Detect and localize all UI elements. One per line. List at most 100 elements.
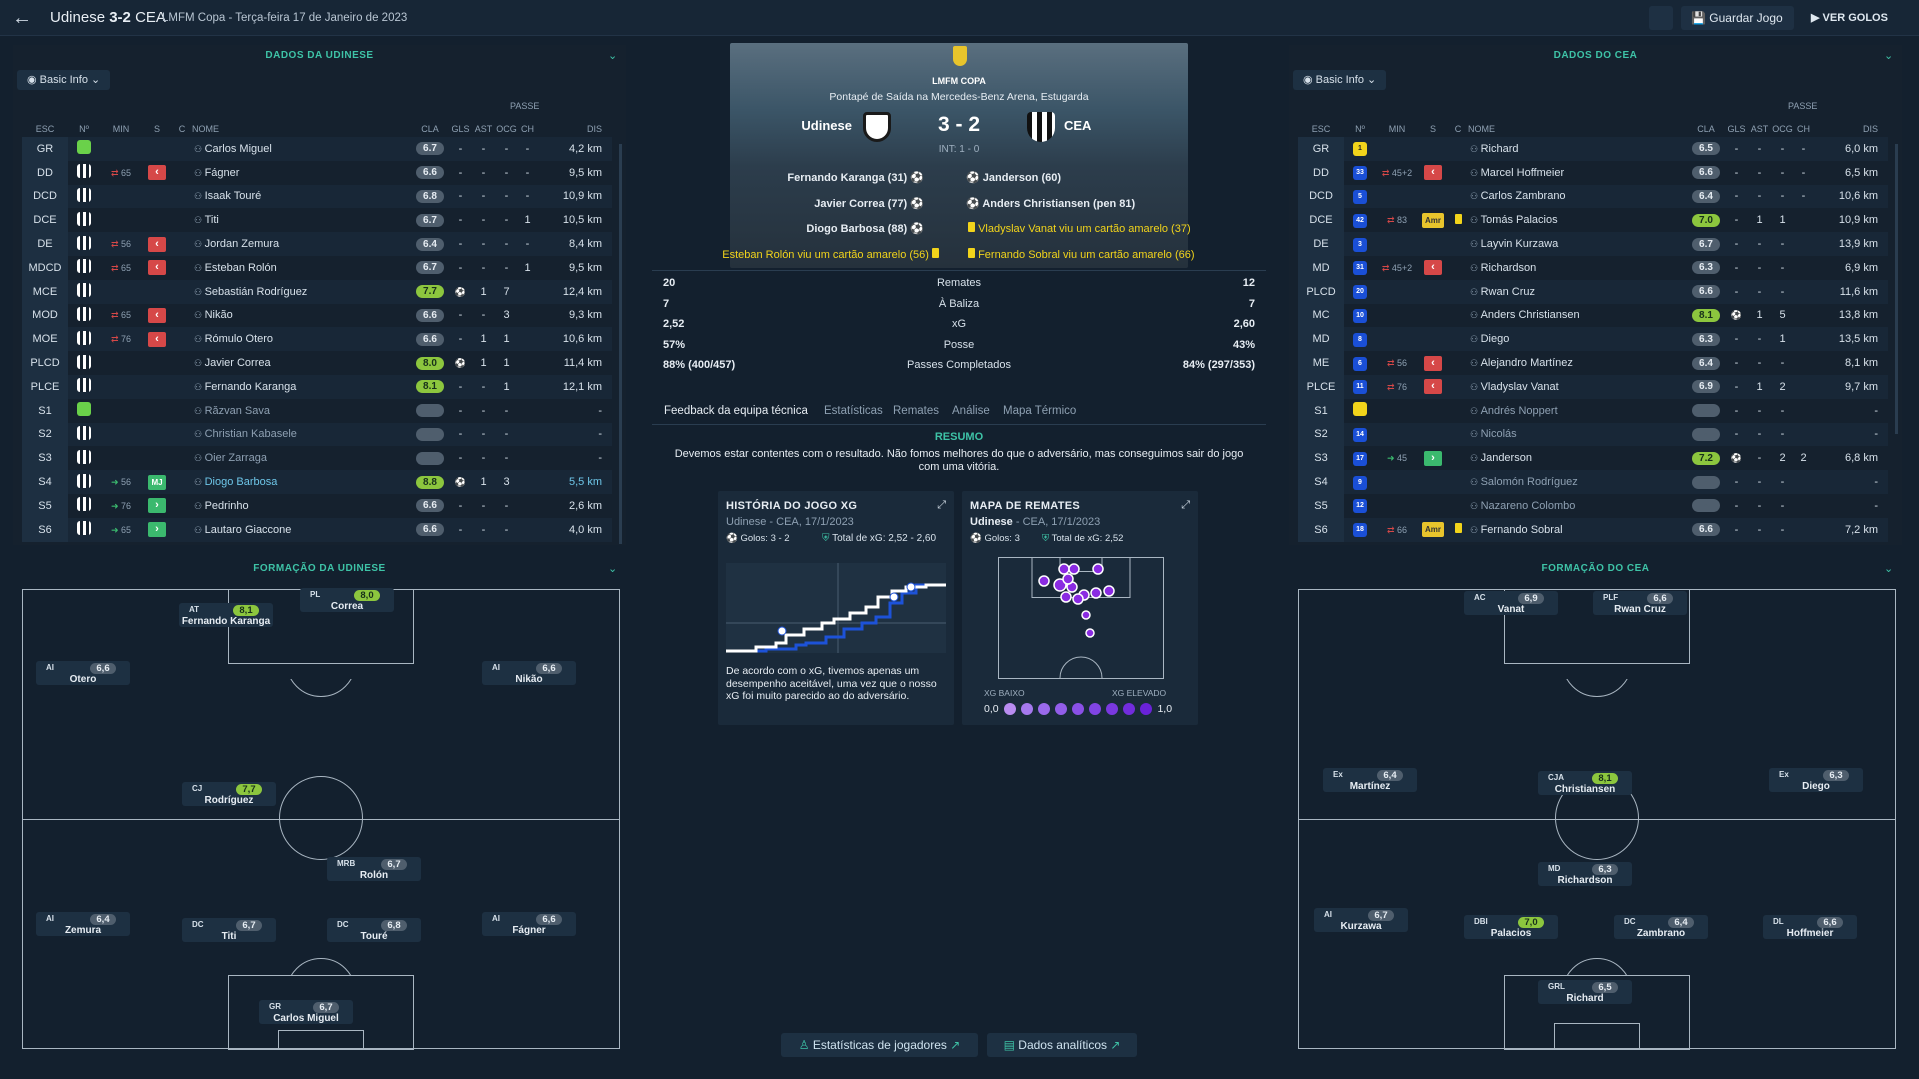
player-name[interactable]: ⚇ Isaak Touré [192,184,411,209]
formation-player-chip[interactable]: MD 6,3 Richardson [1538,862,1632,886]
player-row[interactable]: DE 3 ⚇ Layvin Kurzawa 6.7- - -13,9 km [1298,232,1888,256]
player-row[interactable]: S6 18 ⇄ 66 Amr ⚇ Fernando Sobral 6.6- - -7,2 km [1298,517,1888,542]
player-name[interactable]: ⚇ Pedrinho [192,494,411,518]
tab-0[interactable]: Feedback da equipa técnica [664,405,808,417]
player-name[interactable]: ⚇ Anders Christiansen [1468,304,1687,328]
col-name[interactable]: NOME [192,124,219,134]
player-name[interactable]: ⚇ Layvin Kurzawa [1468,232,1687,256]
tab-1[interactable]: Estatísticas [824,405,883,417]
col-min[interactable]: MIN [1388,124,1406,134]
tab-4[interactable]: Mapa Térmico [1003,405,1077,417]
player-row[interactable]: S5 12 ⚇ Nazareno Colombo - - - - - [1298,493,1888,518]
basic-info-dropdown-right[interactable]: ◉ Basic Info ⌄ [1293,70,1387,90]
player-row[interactable]: MC 10 ⚇ Anders Christiansen 8.1 ⚽ 1 5 13,8 km [1298,303,1888,328]
view-goals-button[interactable]: ▶ VER GOLOS [1801,6,1913,30]
player-name[interactable]: ⚇ Esteban Rolón [192,256,411,280]
col-ocg[interactable]: OCG [1772,124,1793,134]
player-row[interactable]: DCD ⚇ Isaak Touré 6.8- - - -10,9 km [22,184,612,209]
player-name[interactable]: ⚇ Nicolás [1468,422,1687,447]
player-row[interactable]: S4 9 ⚇ Salomón Rodríguez - - - - - [1298,470,1888,494]
player-name[interactable]: ⚇ Salomón Rodríguez [1468,470,1687,494]
player-row[interactable]: DD ⇄ 65 ‹ ⚇ Fágner 6.6 - - - - 9,5 km [22,160,612,185]
player-row[interactable]: PLCD 20 ⚇ Rwan Cruz 6.6- - -11,6 km [1298,279,1888,304]
player-name[interactable]: ⚇ Javier Correa [192,351,411,375]
player-row[interactable]: S6 ➜ 65 › ⚇ Lautaro Giaccone 6.6- - -4,0 km [22,517,612,542]
player-name[interactable]: ⚇ Richard [1468,137,1687,161]
player-name[interactable]: ⚇ Titi [192,208,411,232]
formation-player-chip[interactable]: MRB 6,7 Rolón [327,857,421,881]
player-name[interactable]: ⚇ Oier Zarraga [192,446,411,470]
player-row[interactable]: DE ⇄ 56 ‹ ⚇ Jordan Zemura 6.4- - - -8,4 km [22,232,612,256]
formation-player-chip[interactable]: DC 6,8 Touré [327,918,421,942]
formation-player-chip[interactable]: AI 6,6 Otero [36,661,130,685]
col-num[interactable]: Nº [79,124,89,134]
player-row[interactable]: MOE ⇄ 76 ‹ ⚇ Rómulo Otero 6.6-1 1 10,6 km [22,327,612,352]
formation-player-chip[interactable]: Ex 6,4 Martínez [1323,768,1417,792]
player-row[interactable]: DCE 42 ⇄ 83 Amr ⚇ Tomás Palacios 7.0-1 1 10,9 k… [1298,208,1888,233]
player-name[interactable]: ⚇ Nikão [192,304,411,328]
player-row[interactable]: MOD ⇄ 65 ‹ ⚇ Nikão 6.6 - - 3 9,3 km [22,303,612,328]
player-row[interactable]: GR 1 ⚇ Richard 6.5- - - -6,0 km [1298,137,1888,161]
shot-map-card[interactable]: MAPA DE REMATES ⤢ Udinese - CEA, 17/1/20… [962,491,1198,725]
collapse-chevron-icon[interactable]: ⌄ [1884,50,1894,62]
player-name[interactable]: ⚇ Diego [1468,327,1687,352]
formation-player-chip[interactable]: DC 6,7 Titi [182,918,276,942]
player-row[interactable]: S1 ⚇ Andrés Noppert - - - - - [1298,398,1888,423]
formation-player-chip[interactable]: GRL 6,5 Richard [1538,980,1632,1004]
formation-player-chip[interactable]: CJA 8,1 Christiansen [1538,771,1632,795]
player-row[interactable]: DD 33 ⇄ 45+2 ‹ ⚇ Marcel Hoffmeier 6.6 - - - - 6,5 … [1298,160,1888,185]
player-row[interactable]: PLCE 11 ⇄ 76 ‹ ⚇ Vladyslav Vanat 6.9-1 2 9,7 km [1298,374,1888,399]
col-ch[interactable]: CH [521,124,534,134]
player-name[interactable]: ⚇ Andrés Noppert [1468,399,1687,423]
col-min[interactable]: MIN [112,124,130,134]
expand-icon[interactable]: ⤢ [937,499,946,511]
player-name[interactable]: ⚇ Fernando Karanga [192,374,411,399]
player-row[interactable]: PLCE ⚇ Fernando Karanga 8.1- -1 12,1 km [22,374,612,399]
player-row[interactable]: S5 ➜ 76 › ⚇ Pedrinho 6.6 - - - 2,6 km [22,493,612,518]
col-c[interactable]: C [1454,124,1462,134]
formation-player-chip[interactable]: PLF 6,6 Rwan Cruz [1593,591,1687,615]
menu-button[interactable] [1649,6,1673,30]
player-row[interactable]: ME 6 ⇄ 56 ‹ ⚇ Alejandro Martínez 6.4 - - - 8,1 km [1298,351,1888,375]
col-s[interactable]: S [1429,124,1436,134]
col-dis[interactable]: DIS [1862,124,1878,134]
back-arrow-icon[interactable]: ← [12,7,32,29]
player-row[interactable]: PLCD ⚇ Javier Correa 8.0 ⚽ 1 1 11,4 km [22,351,612,375]
formation-player-chip[interactable]: DC 6,4 Zambrano [1614,915,1708,939]
player-name[interactable]: ⚇ Nazareno Colombo [1468,494,1687,518]
formation-player-chip[interactable]: CJ 7,7 Rodríguez [182,782,276,806]
player-row[interactable]: DCE ⚇ Titi 6.7 - - - 1 10,5 km [22,208,612,233]
player-name[interactable]: ⚇ Lautaro Giaccone [192,517,411,542]
player-row[interactable]: MD 31 ⇄ 45+2 ‹ ⚇ Richardson 6.3 - - - 6,9 km [1298,255,1888,280]
player-name[interactable]: ⚇ Rómulo Otero [192,327,411,352]
col-ast[interactable]: AST [1750,124,1769,134]
formation-player-chip[interactable]: AI 6,6 Nikão [482,661,576,685]
table-scrollbar[interactable] [1895,144,1898,434]
player-name[interactable]: ⚇ Richardson [1468,256,1687,280]
player-name[interactable]: ⚇ Carlos Miguel [192,137,411,161]
player-row[interactable]: GR ⚇ Carlos Miguel 6.7- - - -4,2 km [22,137,612,161]
player-row[interactable]: S1 ⚇ Răzvan Sava - - - - - [22,398,612,423]
save-game-button[interactable]: 💾 Guardar Jogo [1681,6,1794,30]
col-dis[interactable]: DIS [586,124,602,134]
formation-collapse-chevron-icon[interactable]: ⌄ [1884,563,1894,575]
formation-player-chip[interactable]: DBI 7,0 Palacios [1464,915,1558,939]
col-num[interactable]: Nº [1355,124,1365,134]
basic-info-dropdown-left[interactable]: ◉ Basic Info ⌄ [17,70,111,90]
player-name[interactable]: ⚇ Christian Kabasele [192,422,411,447]
col-ocg[interactable]: OCG [496,124,517,134]
formation-player-chip[interactable]: AC 6,9 Vanat [1464,591,1558,615]
formation-player-chip[interactable]: Ex 6,3 Diego [1769,768,1863,792]
player-row[interactable]: S3 ⚇ Oier Zarraga - - - - - [22,446,612,471]
player-row[interactable]: DCD 5 ⚇ Carlos Zambrano 6.4- - - -10,6 km [1298,184,1888,209]
col-cla[interactable]: CLA [421,124,439,134]
formation-player-chip[interactable]: AT 8,1 Fernando Karanga [179,603,273,627]
player-name[interactable]: ⚇ Janderson [1468,446,1687,470]
formation-collapse-chevron-icon[interactable]: ⌄ [608,563,618,575]
analytics-button[interactable]: ▤ Dados analíticos ↗ [987,1033,1137,1057]
player-row[interactable]: S4 ➜ 56 MJ ⚇ Diogo Barbosa 8.8 ⚽ 1 3 5,5 km [22,470,612,494]
player-row[interactable]: S2 ⚇ Christian Kabasele - - - - - [22,422,612,447]
player-row[interactable]: S3 17 ➜ 45 › ⚇ Janderson 7.2 ⚽ - 2 2 6,8 km [1298,446,1888,471]
tab-3[interactable]: Análise [952,405,990,417]
xg-story-card[interactable]: HISTÓRIA DO JOGO XG ⤢ Udinese - CEA, 17/… [718,491,954,725]
